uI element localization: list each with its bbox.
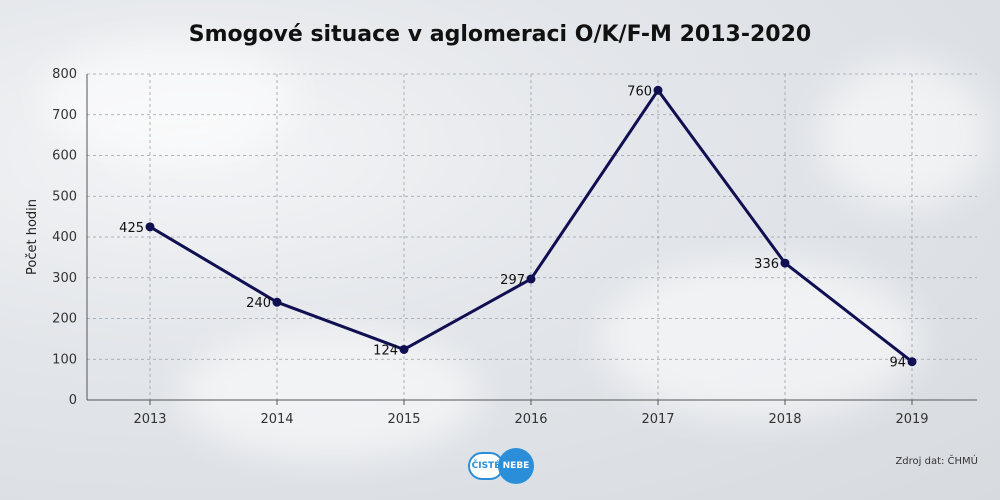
data-label: 336 bbox=[754, 257, 779, 272]
data-point bbox=[399, 344, 409, 354]
y-tick-label: 100 bbox=[52, 352, 77, 367]
data-label: 124 bbox=[373, 343, 398, 358]
source-note: Zdroj dat: ČHMÚ bbox=[895, 456, 978, 467]
y-tick-label: 700 bbox=[52, 108, 77, 123]
data-point bbox=[907, 357, 917, 367]
y-tick-label: 600 bbox=[52, 149, 77, 164]
data-point bbox=[780, 258, 790, 268]
data-point bbox=[272, 297, 282, 307]
y-tick-label: 300 bbox=[52, 271, 77, 286]
background-cloud bbox=[40, 40, 300, 160]
data-point bbox=[526, 274, 536, 284]
background-cloud bbox=[180, 330, 480, 460]
y-tick-label: 200 bbox=[52, 312, 77, 327]
data-label: 297 bbox=[500, 273, 525, 288]
y-tick-label: 0 bbox=[69, 393, 77, 408]
data-label: 94 bbox=[889, 356, 906, 371]
data-label: 240 bbox=[246, 296, 271, 311]
chart-title: Smogové situace v aglomeraci O/K/F-M 201… bbox=[188, 22, 812, 47]
data-point bbox=[145, 222, 155, 232]
data-point bbox=[653, 85, 663, 95]
background-cloud bbox=[600, 260, 920, 420]
x-tick-label: 2018 bbox=[768, 412, 801, 427]
logo-right-circle: NEBE bbox=[498, 448, 534, 484]
x-tick-label: 2015 bbox=[387, 412, 420, 427]
y-tick-label: 800 bbox=[52, 67, 77, 82]
data-label: 425 bbox=[119, 221, 144, 236]
data-label: 760 bbox=[627, 84, 652, 99]
x-tick-label: 2017 bbox=[641, 412, 674, 427]
x-tick-label: 2013 bbox=[133, 412, 166, 427]
y-axis-title: Počet hodin bbox=[25, 199, 40, 275]
logo-left-badge: ČISTÉ bbox=[468, 452, 504, 480]
y-tick-label: 400 bbox=[52, 230, 77, 245]
x-tick-label: 2016 bbox=[514, 412, 547, 427]
x-tick-label: 2019 bbox=[895, 412, 928, 427]
ciste-nebe-logo: ČISTÉ NEBE bbox=[468, 446, 538, 486]
y-tick-label: 500 bbox=[52, 189, 77, 204]
background-cloud bbox=[820, 60, 990, 210]
x-tick-label: 2014 bbox=[260, 412, 293, 427]
